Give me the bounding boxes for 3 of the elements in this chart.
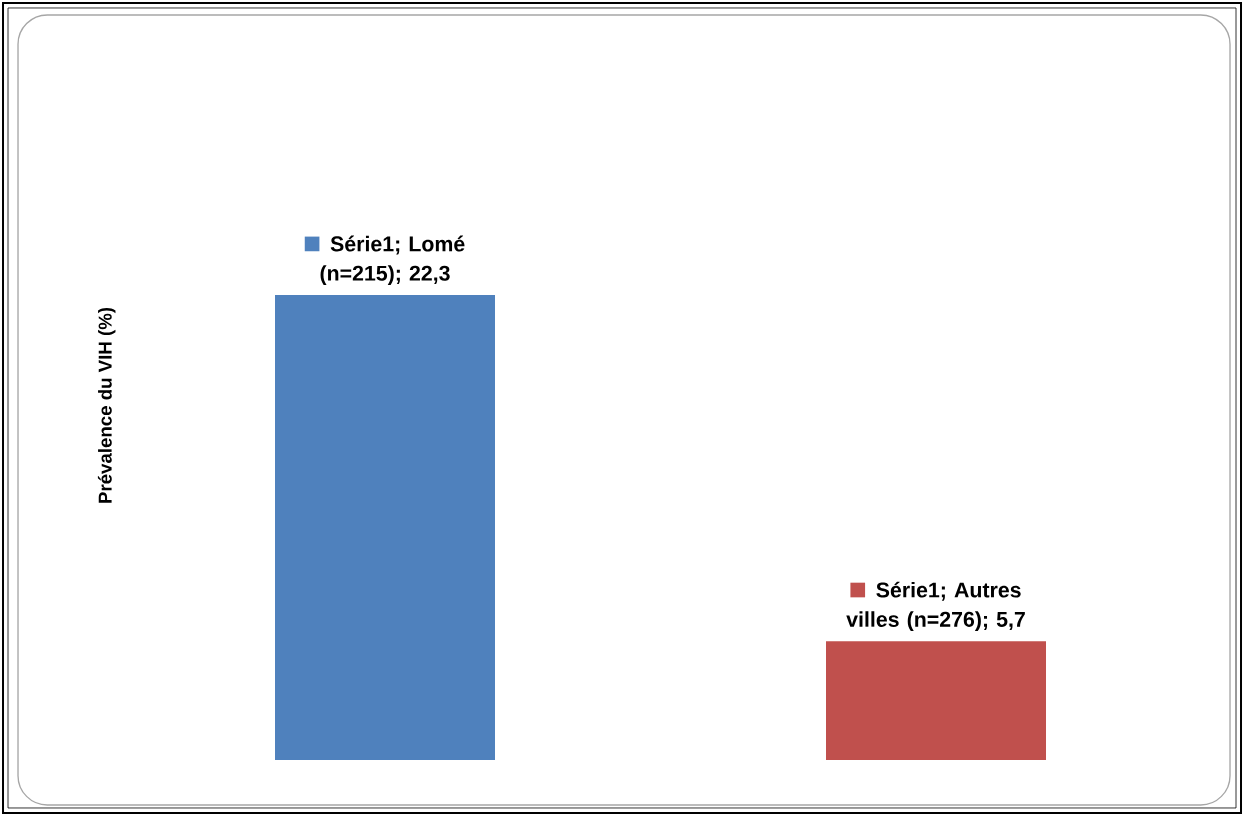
y-axis-title: Prévalence du VIH (%)	[97, 307, 116, 503]
data-label: Série1; Lomé (n=215); 22,3	[320, 235, 465, 286]
data-label: Série1; Autres villes (n=276); 5,7	[846, 581, 1025, 632]
